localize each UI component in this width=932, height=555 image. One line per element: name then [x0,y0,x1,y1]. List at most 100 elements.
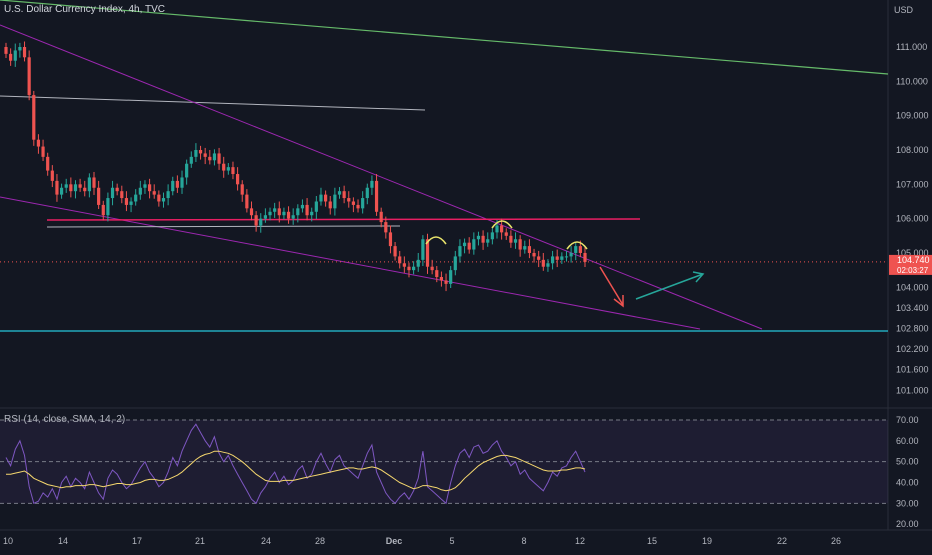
candle-body [476,235,481,240]
candle-body [78,184,82,188]
long-term-trendline [0,0,889,75]
lower-descending-trendline [0,196,701,330]
candle-body [296,208,300,216]
candle-body [203,153,207,157]
candle-body [513,239,518,243]
price-tick-label: 102.800 [896,324,929,334]
time-tick-label: 22 [777,536,787,546]
candle-body [166,191,170,199]
price-tick-label: 110.000 [896,76,928,86]
candle-body [509,235,513,243]
price-tick-label: 111.000 [896,42,927,52]
time-tick-label: 17 [132,536,142,546]
rsi-tick-label: 50.00 [896,457,919,467]
candle-body [236,174,240,185]
candle-body [124,198,129,205]
candle-body [134,194,138,202]
price-tick-label: 108.000 [896,145,929,155]
rsi-ma-line [6,450,586,492]
candle-body [328,201,332,209]
candle-body [110,187,115,199]
time-tick-label: 26 [831,536,841,546]
candle-body [157,194,161,202]
candle-body [263,215,267,219]
candle-body [273,208,277,212]
candle-body [467,242,471,250]
candle-body [226,167,230,171]
rsi-line [5,423,586,505]
rsi-tick-label: 70.00 [896,415,919,425]
time-tick-label: 21 [195,536,205,546]
price-tick-label: 105.000 [896,248,929,258]
candle-body [50,170,54,181]
candle-body [286,211,291,219]
candle-body [365,187,369,199]
candle-body [222,163,226,171]
candle-body [240,184,244,195]
candle-body [569,252,573,257]
bullish-arrow-head [692,271,705,283]
candle-body [398,256,402,264]
candle-body [458,246,462,257]
time-tick-label: 28 [315,536,325,546]
candle-body [319,194,323,202]
candle-body [55,180,59,195]
candle-body [106,198,110,216]
time-tick-label: 14 [58,536,68,546]
rsi-indicator-title[interactable]: RSI (14, close, SMA, 14, 2) [4,414,126,425]
candle-body [69,184,73,192]
candle-body [342,191,346,199]
candle-body [231,167,235,175]
candle-body [453,256,457,271]
candle-body [495,225,499,233]
candle-body [129,201,133,205]
candle-body [472,239,476,250]
candle-body [147,184,152,192]
candle-body [449,270,453,284]
candle-body [393,246,397,257]
candle-body [73,184,78,192]
price-badge-countdown: 02:03:27 [897,266,929,275]
candle-body [208,156,212,161]
candle-body [282,211,286,216]
candle-body [532,252,536,257]
candle-body [198,149,203,154]
candle-body [523,246,527,250]
candle-body [439,277,444,281]
candle-body [120,191,124,199]
candle-body [370,180,374,188]
candle-body [13,50,17,61]
candle-body [171,180,175,192]
candle-body [347,198,351,202]
candle-body [138,187,142,195]
candle-body [560,256,564,260]
price-badge [889,254,932,275]
time-tick-label: 8 [521,536,526,546]
candle-body [152,191,156,195]
candle-body [268,211,272,216]
candle-body [59,187,64,195]
candle-body [185,163,189,178]
currency-label: USD [894,5,914,15]
candle-body [189,156,193,164]
candle-body [541,259,545,267]
candle-body [245,194,249,209]
price-badge-value: 104.740 [897,255,930,265]
time-tick-label: 19 [702,536,712,546]
candle-body [115,187,119,192]
time-tick-label: 5 [449,536,454,546]
candle-body [64,184,68,188]
candle-body [546,263,550,267]
candle-body [310,211,314,216]
candle-body [564,256,569,258]
candle-body [407,266,411,271]
candle-body [384,222,388,233]
time-tick-label: 15 [647,536,657,546]
candle-body [356,204,360,209]
candle-body [504,232,508,236]
candle-body [92,177,96,188]
candle-body [361,198,365,209]
candle-body [481,235,485,243]
candle-body [36,139,41,147]
